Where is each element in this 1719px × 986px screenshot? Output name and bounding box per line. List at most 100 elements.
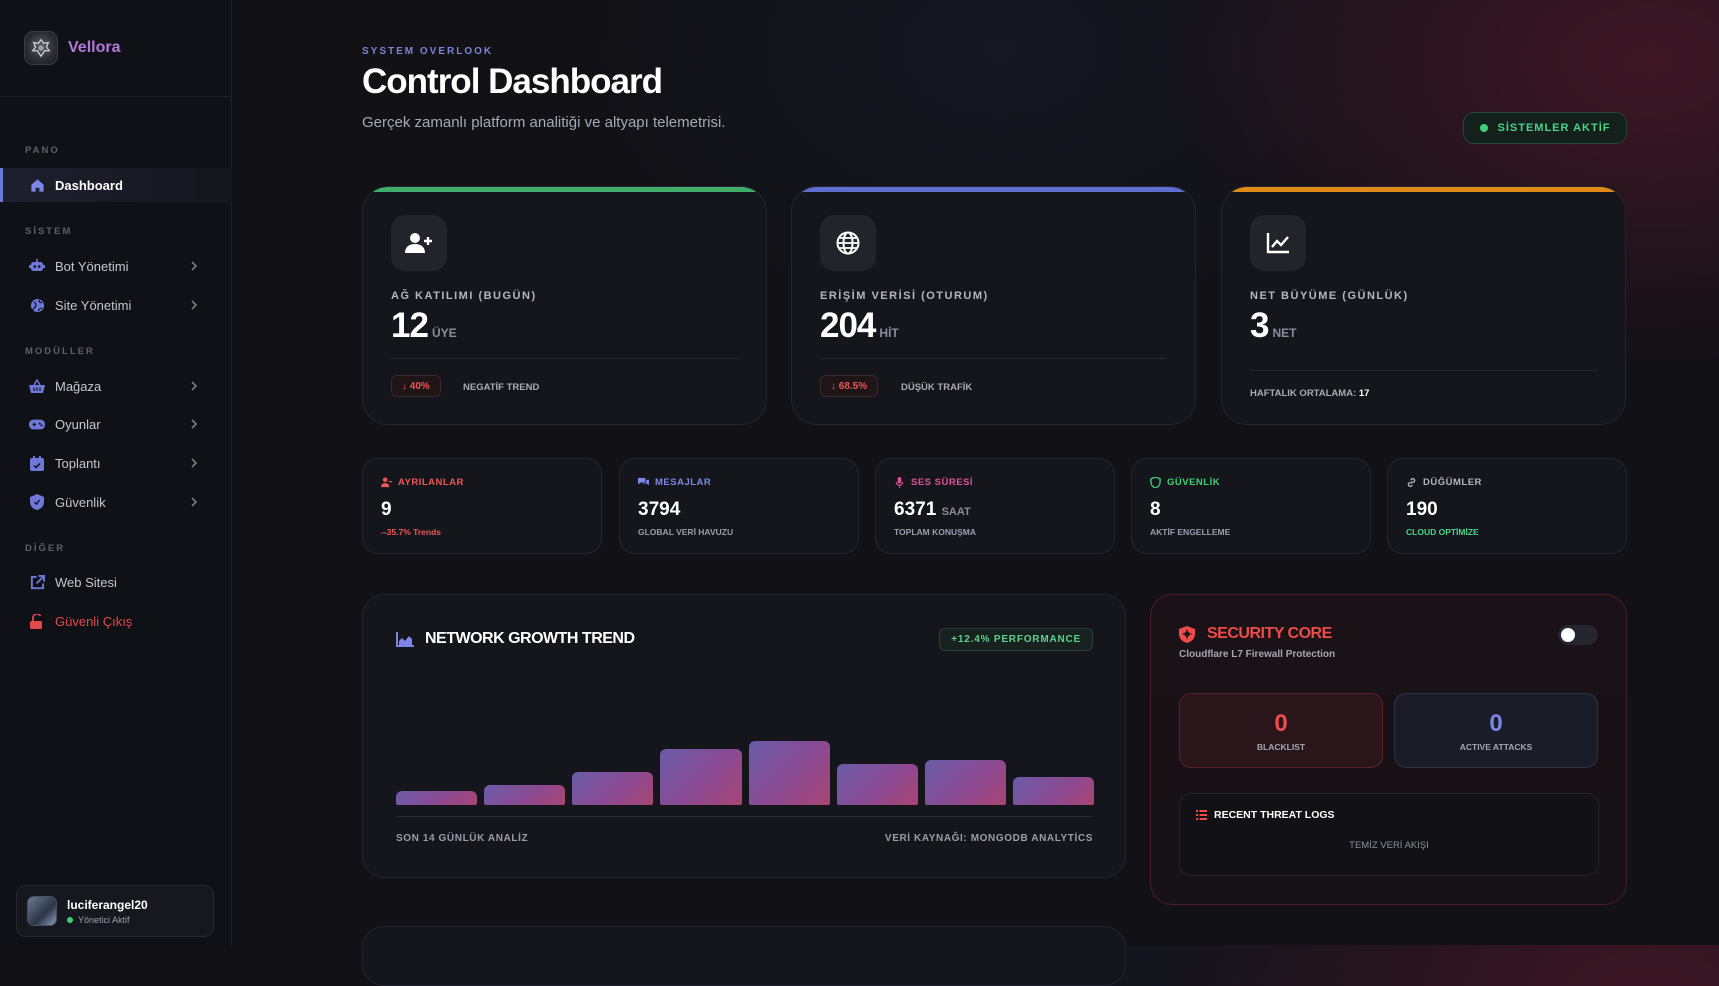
shield-virus-icon [1179,625,1195,643]
status-badge: SİSTEMLER AKTİF [1463,112,1627,144]
area-chart-icon [396,631,414,647]
blacklist-label: BLACKLIST [1256,741,1306,752]
user-role: Yönetici Aktif [67,915,148,925]
divider [1250,370,1597,371]
mini-card-value: 190 [1406,499,1438,520]
divider [820,358,1167,359]
card-value-number: 12 [391,306,429,345]
active-attacks-label: ACTIVE ATTACKS [1459,741,1533,752]
security-title: SECURITY CORE [1179,625,1332,643]
page-overline: SYSTEM OVERLOOK [362,46,494,57]
user-name: luciferangel20 [67,897,148,912]
shield-icon [29,494,45,510]
robot-icon [29,258,45,274]
sidebar-item-web[interactable]: Web Sitesi [0,565,232,599]
mini-card-sub: CLOUD OPTİMİZE [1406,527,1479,537]
chart-bar [484,785,566,805]
chart-line-icon [1250,215,1306,271]
divider [391,358,738,359]
performance-badge: +12.4% PERFORMANCE [939,628,1093,651]
card-value: 3 NET [1250,306,1296,346]
mini-card-left: AYRILANLAR 9 --35.7% Trends [362,458,602,554]
threat-logs-empty: TEMİZ VERİ AKIŞI [1349,840,1429,851]
chevron-right-icon [191,300,198,310]
stat-card-joins: AĞ KATILIMI (BUGÜN) 12 ÜYE ↓ 40% NEGATİF … [362,186,767,425]
card-accent-bar [363,187,766,192]
sidebar-item-label: Bot Yönetimi [55,258,129,274]
chart-baseline [396,816,1093,817]
mini-card-voice: SES SÜRESİ 6371 SAAT TOPLAM KONUŞMA [875,458,1115,554]
mini-card-value-number: 6371 [894,499,937,520]
sidebar-item-guvenlik[interactable]: Güvenlik [0,485,232,519]
sidebar-item-label: Site Yönetimi [55,297,132,313]
chart-title-text: NETWORK GROWTH TREND [425,630,635,647]
status-dot [1479,124,1488,132]
card-label: AĞ KATILIMI (BUGÜN) [391,290,537,302]
sidebar-item-dashboard[interactable]: Dashboard [0,168,232,202]
user-minus-icon [381,477,392,488]
card-unit: HİT [879,326,899,340]
card-value-number: 3 [1250,306,1269,345]
status-label: SİSTEMLER AKTİF [1497,122,1611,134]
mini-card-label: MESAJLAR [638,477,711,488]
globe-icon [29,297,45,313]
nav-section-moduller: MODÜLLER [25,346,95,357]
online-dot [67,916,73,923]
chart-bar [924,760,1006,805]
card-accent-bar [1222,187,1625,192]
firewall-toggle[interactable] [1558,625,1598,645]
user-plus-icon [391,215,447,271]
card-label: NET BÜYÜME (GÜNLÜK) [1250,290,1409,302]
sidebar-item-site[interactable]: Site Yönetimi [0,288,232,322]
unlock-icon [29,613,45,629]
sidebar-item-magaza[interactable]: Mağaza [0,369,232,403]
mini-card-messages: MESAJLAR 3794 GLOBAL VERİ HAVUZU [619,458,859,554]
home-icon [29,177,45,193]
card-footer: HAFTALIK ORTALAMA: 17 [1250,388,1369,399]
page-subtitle: Gerçek zamanlı platform analitiği ve alt… [362,114,726,131]
threat-logs: RECENT THREAT LOGS TEMİZ VERİ AKIŞI [1179,793,1599,876]
nav-section-pano: PANO [25,145,60,156]
bar-chart [396,690,1094,805]
threat-logs-title-text: RECENT THREAT LOGS [1214,809,1335,821]
mini-card-value: 6371 SAAT [894,499,971,521]
chart-bar [748,740,830,805]
mini-card-label: AYRILANLAR [381,477,464,488]
chevron-right-icon [191,497,198,507]
stat-card-sessions: ERİŞİM VERİSİ (OTURUM) 204 HİT ↓ 68.5% DÜ… [791,186,1196,425]
sidebar: Vellora PANO Dashboard SİSTEM Bot Yöneti… [0,0,232,945]
shield-icon [1150,477,1161,488]
comments-icon [638,477,649,486]
mini-card-label-text: SES SÜRESİ [911,477,974,488]
brand-logo [24,31,58,65]
sidebar-item-label: Web Sitesi [55,574,117,590]
nav-section-sistem: SİSTEM [25,226,73,237]
sidebar-item-label: Güvenli Çıkış [55,613,133,629]
card-unit: NET [1272,326,1297,340]
network-growth-panel: NETWORK GROWTH TREND +12.4% PERFORMANCE … [362,594,1126,878]
mini-card-label: DÜĞÜMLER [1406,477,1482,488]
trend-badge: ↓ 40% [391,375,441,397]
card-footer: DÜŞÜK TRAFİK [901,382,973,393]
sidebar-item-bot[interactable]: Bot Yönetimi [0,249,232,283]
user-role-label: Yönetici Aktif [78,914,130,925]
sidebar-item-toplanti[interactable]: Toplantı [0,446,232,480]
user-card[interactable]: luciferangel20 Yönetici Aktif [16,885,214,937]
calendar-icon [29,455,45,471]
brand[interactable]: Vellora [0,0,231,97]
active-attacks-stat: 0 ACTIVE ATTACKS [1394,693,1598,768]
mini-card-label-text: MESAJLAR [655,477,712,488]
chevron-right-icon [191,261,198,271]
sidebar-item-logout[interactable]: Güvenli Çıkış [0,604,232,638]
sidebar-item-oyunlar[interactable]: Oyunlar [0,407,232,441]
sidebar-item-label: Oyunlar [55,416,101,432]
chart-bar [572,771,654,805]
mini-card-label-text: DÜĞÜMLER [1423,477,1482,488]
chart-bar [396,791,478,805]
chevron-right-icon [191,381,198,391]
mini-card-unit: SAAT [941,506,971,518]
mini-card-nodes: DÜĞÜMLER 190 CLOUD OPTİMİZE [1387,458,1627,554]
threat-logs-title: RECENT THREAT LOGS [1196,809,1335,821]
mini-card-label: GÜVENLİK [1150,477,1220,488]
mini-card-sub: GLOBAL VERİ HAVUZU [638,527,734,537]
